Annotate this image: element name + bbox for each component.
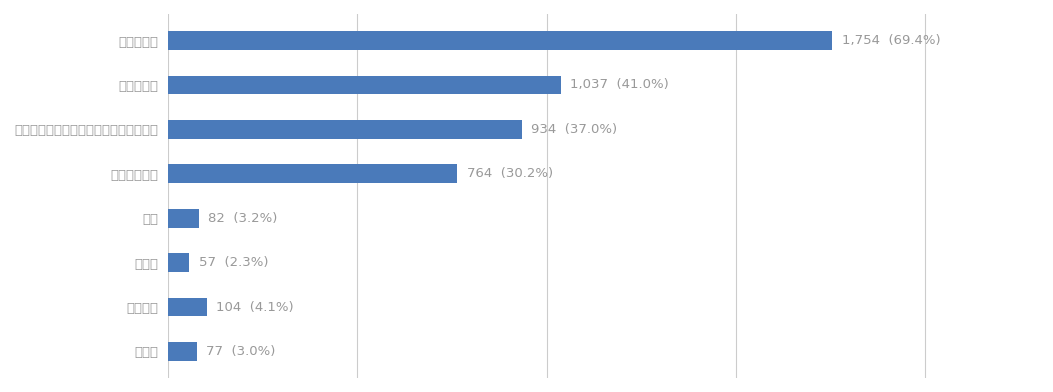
Bar (167, 31, 832, 50)
Bar (167, 342, 197, 361)
Bar (167, 298, 207, 316)
Bar (167, 120, 521, 139)
Bar (167, 76, 560, 94)
Text: 764  (30.2%): 764 (30.2%) (466, 167, 553, 180)
Bar (167, 253, 190, 272)
Text: 1,037  (41.0%): 1,037 (41.0%) (570, 78, 669, 91)
Text: 77  (3.0%): 77 (3.0%) (206, 345, 276, 358)
Text: 934  (37.0%): 934 (37.0%) (531, 123, 617, 136)
Bar (167, 165, 457, 183)
Bar (167, 209, 199, 227)
Text: 82  (3.2%): 82 (3.2%) (208, 212, 278, 225)
Text: 104  (4.1%): 104 (4.1%) (217, 301, 294, 314)
Text: 1,754  (69.4%): 1,754 (69.4%) (841, 34, 940, 47)
Text: 57  (2.3%): 57 (2.3%) (199, 256, 269, 269)
